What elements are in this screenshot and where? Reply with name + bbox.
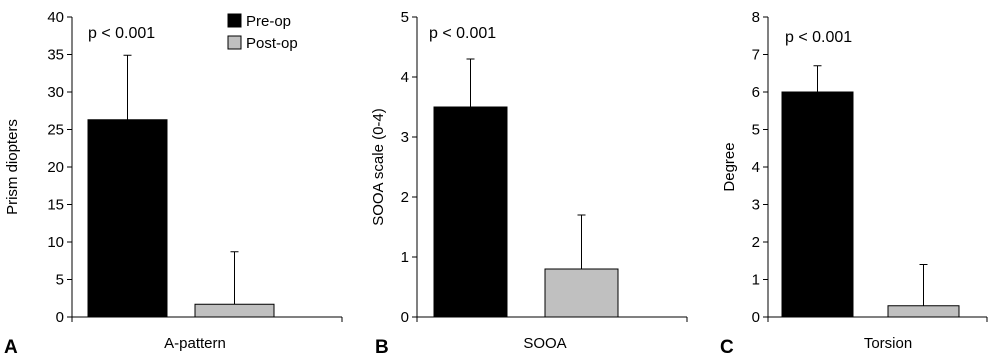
- legend-label: Post-op: [246, 35, 298, 52]
- y-tick-label: 8: [752, 9, 760, 26]
- y-tick-label: 5: [401, 9, 409, 26]
- y-tick-label: 5: [752, 122, 760, 139]
- bar-post-op: [194, 303, 275, 318]
- y-tick-label: 40: [47, 9, 64, 26]
- y-axis-title: Degree: [721, 142, 738, 191]
- bar-pre-op: [781, 91, 854, 318]
- bar-pre-op: [433, 106, 508, 318]
- y-tick-label: 3: [752, 197, 760, 214]
- x-category-label: A-pattern: [164, 335, 226, 352]
- y-tick-label: 1: [401, 249, 409, 266]
- panel-letter: A: [4, 337, 18, 354]
- y-tick-label: 2: [752, 234, 760, 251]
- p-value-annotation: p < 0.001: [429, 25, 496, 42]
- panel-a: 0 5 10 15 20 25 30 35 40 Prism diopters A-pattern p…: [4, 9, 343, 358]
- y-tick-label: 15: [47, 197, 64, 214]
- legend-swatch: [227, 35, 242, 50]
- legend-swatch: [227, 13, 242, 28]
- y-tick-label: 30: [47, 84, 64, 101]
- y-axis-title: Prism diopters: [4, 119, 21, 215]
- bar-post-op: [544, 268, 619, 318]
- p-value-annotation: p < 0.001: [88, 25, 155, 42]
- y-tick-label: 20: [47, 159, 64, 176]
- y-tick-label: 35: [47, 47, 64, 64]
- panel-b: 0 1 2 3 4 5 SOOA scale (0-4) SOOA p < 0.001 B: [370, 9, 688, 358]
- y-tick-label: 6: [752, 84, 760, 101]
- y-tick-label: 0: [752, 309, 760, 326]
- x-category-label: Torsion: [864, 335, 912, 352]
- y-tick-label: 0: [56, 309, 64, 326]
- y-tick-label: 5: [56, 272, 64, 289]
- panel-letter: C: [720, 337, 734, 354]
- y-axis-title: SOOA scale (0-4): [370, 108, 387, 226]
- panel-c: 0 1 2 3 4 5 6 7 8 Degree Torsion p < 0.001 C: [720, 9, 988, 358]
- bar-pre-op: [87, 119, 168, 318]
- y-tick-label: 1: [752, 272, 760, 289]
- legend-label: Pre-op: [246, 13, 291, 30]
- x-category-label: SOOA: [523, 335, 566, 352]
- bar-post-op: [887, 305, 960, 318]
- y-tick-label: 7: [752, 47, 760, 64]
- y-tick-label: 2: [401, 189, 409, 206]
- y-tick-label: 10: [47, 234, 64, 251]
- y-tick-label: 25: [47, 122, 64, 139]
- y-tick-label: 3: [401, 129, 409, 146]
- panel-letter: B: [375, 337, 389, 354]
- p-value-annotation: p < 0.001: [785, 29, 852, 46]
- y-tick-label: 0: [401, 309, 409, 326]
- y-tick-label: 4: [401, 69, 409, 86]
- y-tick-label: 4: [752, 159, 760, 176]
